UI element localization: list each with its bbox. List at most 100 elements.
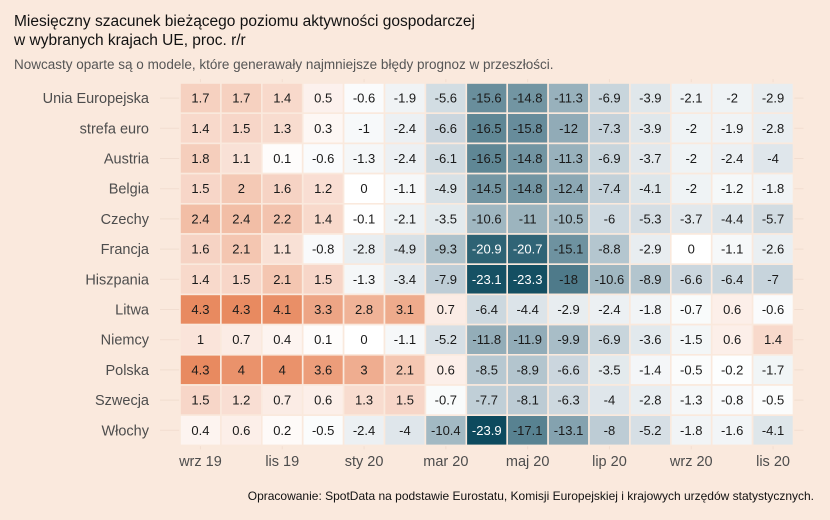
heatmap-cell: [383, 293, 427, 326]
cell-value-label: -13.1: [554, 423, 584, 438]
chart-subtitle: Nowcasty oparte są o modele, które gener…: [14, 57, 554, 72]
heatmap-cell: [465, 323, 508, 356]
cell-value-label: -6.4: [476, 302, 498, 317]
cell-value-label: -1.8: [762, 181, 784, 196]
cell-value-label: -8: [604, 423, 616, 438]
cell-value-label: 0.1: [314, 332, 332, 347]
row-label: Litwa: [115, 303, 150, 319]
cell-value-label: -4.9: [394, 242, 416, 257]
cell-value-label: -0.7: [435, 393, 457, 408]
cell-value-label: -6.6: [557, 362, 579, 377]
heatmap-cell: [547, 384, 590, 417]
cell-value-label: -16.5: [472, 121, 502, 136]
heatmap-cell: [710, 263, 754, 296]
cell-value-label: -12.4: [554, 181, 584, 196]
cell-value-label: -1.5: [680, 332, 702, 347]
cell-value-label: -1.4: [639, 362, 661, 377]
cell-value-label: 4.3: [191, 362, 209, 377]
heatmap-cell: [383, 203, 427, 235]
heatmap-cell: [506, 233, 549, 266]
cell-value-label: -11: [519, 211, 537, 226]
cell-value-label: 2.4: [232, 211, 250, 226]
cell-value-label: 1.1: [273, 242, 291, 257]
heatmap-cell: [669, 82, 713, 115]
row-label: Belgia: [109, 182, 150, 198]
heatmap-cell: [465, 384, 508, 417]
cell-value-label: -0.2: [721, 362, 743, 377]
cell-value-label: 0.5: [314, 91, 332, 106]
cell-value-label: 0: [360, 181, 367, 196]
cell-value-label: -6.9: [598, 151, 620, 166]
heatmap-cell: [301, 414, 345, 447]
cell-value-label: -11.8: [472, 332, 501, 347]
cell-value-label: -0.8: [312, 242, 334, 257]
cell-value-label: -1: [358, 121, 370, 136]
chart-title: Miesięczny szacunek bieżącego poziomu ak…: [14, 12, 475, 50]
cell-value-label: -2: [726, 91, 738, 106]
cell-value-label: -7.7: [476, 393, 498, 408]
row-label: Hiszpania: [85, 272, 150, 288]
cell-value-label: 1: [197, 332, 204, 347]
cell-value-label: -6.4: [721, 272, 743, 287]
heatmap-cell: [424, 82, 468, 115]
cell-value-label: -3.5: [435, 211, 457, 226]
heatmap-cell: [669, 172, 713, 205]
cell-value-label: -6.9: [598, 91, 620, 106]
cell-value-label: 0.6: [437, 362, 455, 377]
x-tick-label: sty 20: [345, 454, 384, 470]
cell-value-label: -5.3: [639, 211, 661, 226]
cell-value-label: 3.3: [314, 302, 332, 317]
cell-value-label: -8.9: [516, 362, 538, 377]
cell-value-label: -2.8: [639, 393, 661, 408]
heatmap-cell: [629, 263, 672, 296]
cell-value-label: 0.4: [191, 423, 209, 438]
row-label: Szwecja: [95, 393, 150, 409]
cell-value-label: -1.8: [680, 423, 702, 438]
heatmap-cell: [506, 323, 549, 356]
heatmap-cell: [547, 203, 590, 235]
heatmap-cell: [588, 233, 631, 266]
cell-value-label: -23.9: [472, 423, 502, 438]
heatmap-cell: [629, 203, 672, 235]
heatmap-cell: [751, 414, 795, 447]
cell-value-label: 1.4: [191, 272, 209, 287]
cell-value-label: -1.7: [762, 362, 784, 377]
cell-value-label: -2: [685, 121, 697, 136]
heatmap-cell: [629, 384, 672, 417]
cell-value-label: -8.8: [598, 242, 620, 257]
cell-value-label: -2: [685, 181, 697, 196]
cell-value-label: -4.1: [762, 423, 784, 438]
heatmap-cell: [301, 233, 345, 266]
cell-value-label: -14.8: [513, 151, 543, 166]
cell-value-label: 2.8: [355, 302, 373, 317]
heatmap-cell: [220, 203, 263, 235]
cell-value-label: -7.3: [598, 121, 620, 136]
cell-value-label: -6.3: [557, 393, 579, 408]
cell-value-label: -8.9: [639, 272, 661, 287]
row-label: Unia Europejska: [43, 91, 150, 107]
heatmap-cell: [547, 353, 590, 386]
heatmap-cell: [424, 353, 468, 386]
cell-value-label: 3.1: [396, 302, 414, 317]
cell-value-label: -16.5: [472, 151, 502, 166]
cell-value-label: -11.9: [513, 332, 542, 347]
cell-value-label: -15.6: [472, 91, 502, 106]
heatmap-cell: [424, 414, 468, 447]
cell-value-label: 2.1: [273, 272, 291, 287]
x-tick-label: lis 19: [265, 454, 299, 470]
heatmap-cell: [301, 323, 345, 356]
cell-value-label: -9.9: [557, 332, 579, 347]
heatmap-cell: [629, 172, 672, 205]
cell-value-label: -2.4: [394, 151, 416, 166]
cell-value-label: 0.1: [273, 151, 291, 166]
heatmap-cell: [301, 142, 345, 175]
heatmap-cell: [342, 353, 386, 386]
cell-value-label: -4.9: [435, 181, 457, 196]
cell-value-label: 0: [360, 332, 367, 347]
heatmap-cell: [669, 233, 713, 266]
row-label: Francja: [101, 242, 150, 258]
cell-value-label: -2.4: [353, 423, 375, 438]
cell-value-label: 4: [279, 362, 286, 377]
cell-value-label: -6.6: [680, 272, 702, 287]
cell-value-label: -1.9: [394, 91, 416, 106]
